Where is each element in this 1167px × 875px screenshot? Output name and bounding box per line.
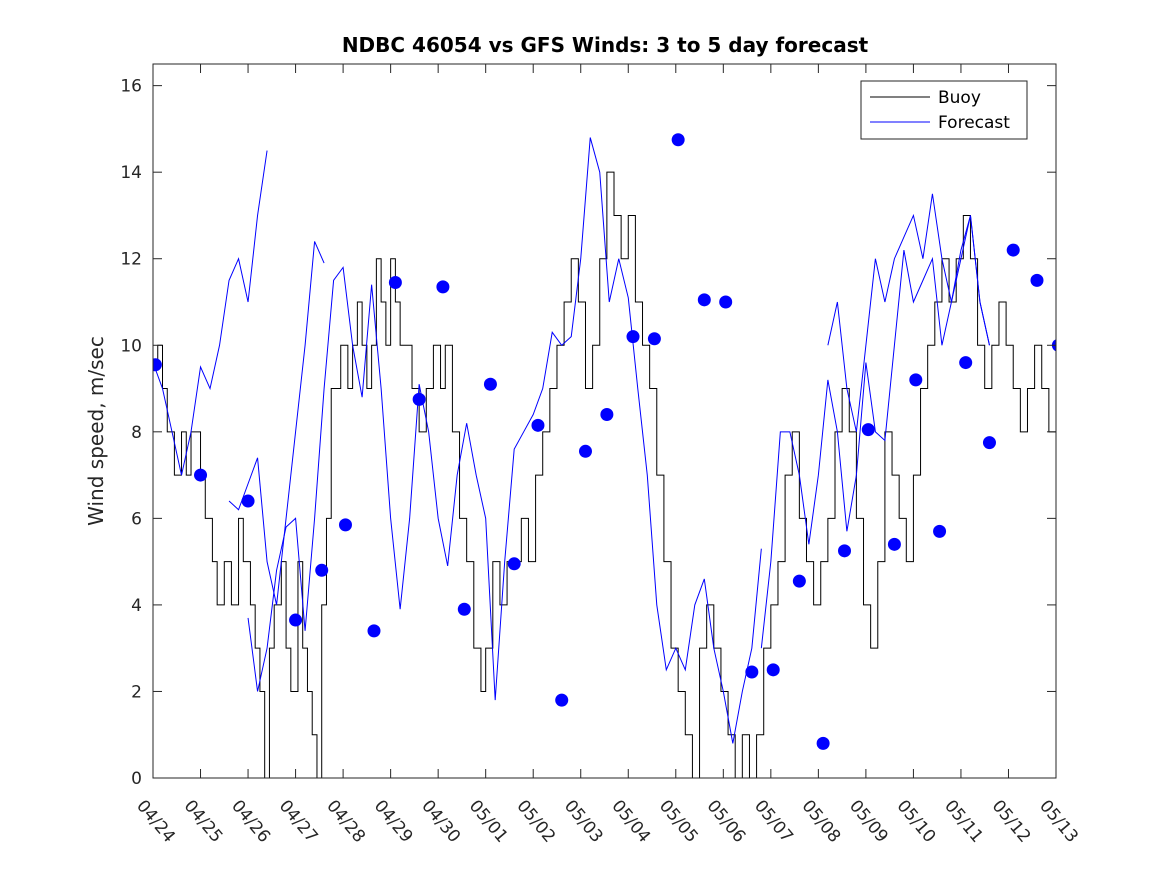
x-tick-label: 05/03 bbox=[560, 796, 607, 846]
x-tick-label: 04/24 bbox=[132, 796, 179, 846]
forecast-marker-point bbox=[289, 613, 303, 627]
y-tick-label: 0 bbox=[131, 769, 142, 789]
x-tick-label: 05/02 bbox=[512, 796, 559, 846]
forecast-marker-point bbox=[315, 563, 329, 577]
y-tick-label: 2 bbox=[131, 682, 142, 702]
forecast-series-line bbox=[247, 137, 762, 744]
x-tick-label: 05/05 bbox=[655, 796, 702, 846]
forecast-marker-point bbox=[959, 356, 973, 370]
forecast-marker-point bbox=[647, 332, 661, 346]
forecast-series-line bbox=[228, 241, 325, 606]
forecast-marker-point bbox=[578, 444, 592, 458]
x-tick-label: 05/07 bbox=[750, 796, 797, 846]
x-tick-label: 05/11 bbox=[940, 796, 987, 846]
x-tick-label: 04/25 bbox=[180, 796, 227, 846]
forecast-series-line bbox=[827, 193, 990, 432]
forecast-marker-point bbox=[338, 518, 352, 532]
forecast-marker-point bbox=[600, 408, 614, 422]
forecast-marker-point bbox=[792, 574, 806, 588]
forecast-marker-point bbox=[388, 276, 402, 290]
y-tick-label: 14 bbox=[120, 163, 142, 183]
forecast-marker-point bbox=[436, 280, 450, 294]
y-tick-label: 8 bbox=[131, 423, 142, 443]
legend-forecast-label: Forecast bbox=[938, 113, 1010, 133]
x-tick-label: 04/30 bbox=[417, 796, 464, 846]
x-tick-label: 04/29 bbox=[370, 796, 417, 846]
forecast-marker-point bbox=[671, 133, 685, 147]
forecast-marker-point bbox=[719, 295, 733, 309]
x-tick-label: 04/26 bbox=[227, 796, 274, 846]
x-tick-label: 04/28 bbox=[322, 796, 369, 846]
y-axis-label: Wind speed, m/sec bbox=[84, 336, 108, 526]
forecast-marker-point bbox=[745, 665, 759, 679]
y-tick-label: 10 bbox=[120, 336, 142, 356]
y-tick-label: 12 bbox=[120, 250, 142, 270]
buoy-series-line bbox=[153, 171, 1056, 778]
x-tick-label: 05/08 bbox=[798, 796, 845, 846]
forecast-marker-point bbox=[909, 373, 923, 387]
x-tick-label: 05/12 bbox=[988, 796, 1035, 846]
legend-box bbox=[860, 80, 1028, 140]
forecast-marker-point bbox=[241, 494, 255, 508]
y-tick-label: 6 bbox=[131, 509, 142, 529]
forecast-marker-point bbox=[367, 624, 381, 638]
y-tick-label: 16 bbox=[120, 77, 142, 97]
x-tick-label: 05/10 bbox=[893, 796, 940, 846]
legend-buoy-label: Buoy bbox=[938, 88, 981, 108]
forecast-marker-point bbox=[1006, 243, 1020, 257]
forecast-marker-point bbox=[766, 663, 780, 677]
y-tick-label: 4 bbox=[131, 596, 142, 616]
legend: Buoy Forecast bbox=[860, 80, 1028, 140]
x-tick-label: 05/04 bbox=[607, 796, 654, 846]
forecast-marker-point bbox=[531, 418, 545, 432]
forecast-marker-point bbox=[1076, 244, 1089, 257]
forecast-marker-point bbox=[555, 693, 569, 707]
x-tick-label: 05/13 bbox=[1035, 796, 1082, 846]
forecast-marker-point bbox=[982, 436, 996, 450]
chart-title: NDBC 46054 vs GFS Winds: 3 to 5 day fore… bbox=[342, 33, 869, 57]
forecast-marker-point bbox=[483, 377, 497, 391]
plot-frame bbox=[152, 63, 1057, 779]
forecast-marker-point bbox=[153, 358, 162, 372]
forecast-series-line bbox=[153, 150, 268, 476]
forecast-marker-point bbox=[1030, 273, 1044, 287]
forecast-marker-point bbox=[816, 736, 830, 750]
x-tick-label: 04/27 bbox=[275, 796, 322, 846]
forecast-marker-point bbox=[507, 557, 521, 571]
forecast-marker-point bbox=[626, 330, 640, 344]
forecast-marker-point bbox=[697, 293, 711, 307]
y-axis: 0 2 4 6 8 10 12 14 16 bbox=[120, 77, 1056, 789]
x-tick-label: 05/06 bbox=[702, 796, 749, 846]
forecast-marker-point bbox=[861, 423, 875, 437]
forecast-marker-point bbox=[838, 544, 852, 558]
x-tick-label: 05/01 bbox=[465, 796, 512, 846]
forecast-marker-point bbox=[887, 537, 901, 551]
plot-area bbox=[153, 133, 1089, 778]
forecast-marker-point bbox=[933, 524, 947, 538]
x-tick-label: 05/09 bbox=[845, 796, 892, 846]
forecast-marker-point bbox=[194, 468, 208, 482]
forecast-marker-point bbox=[412, 392, 426, 406]
forecast-marker-point bbox=[457, 602, 471, 616]
